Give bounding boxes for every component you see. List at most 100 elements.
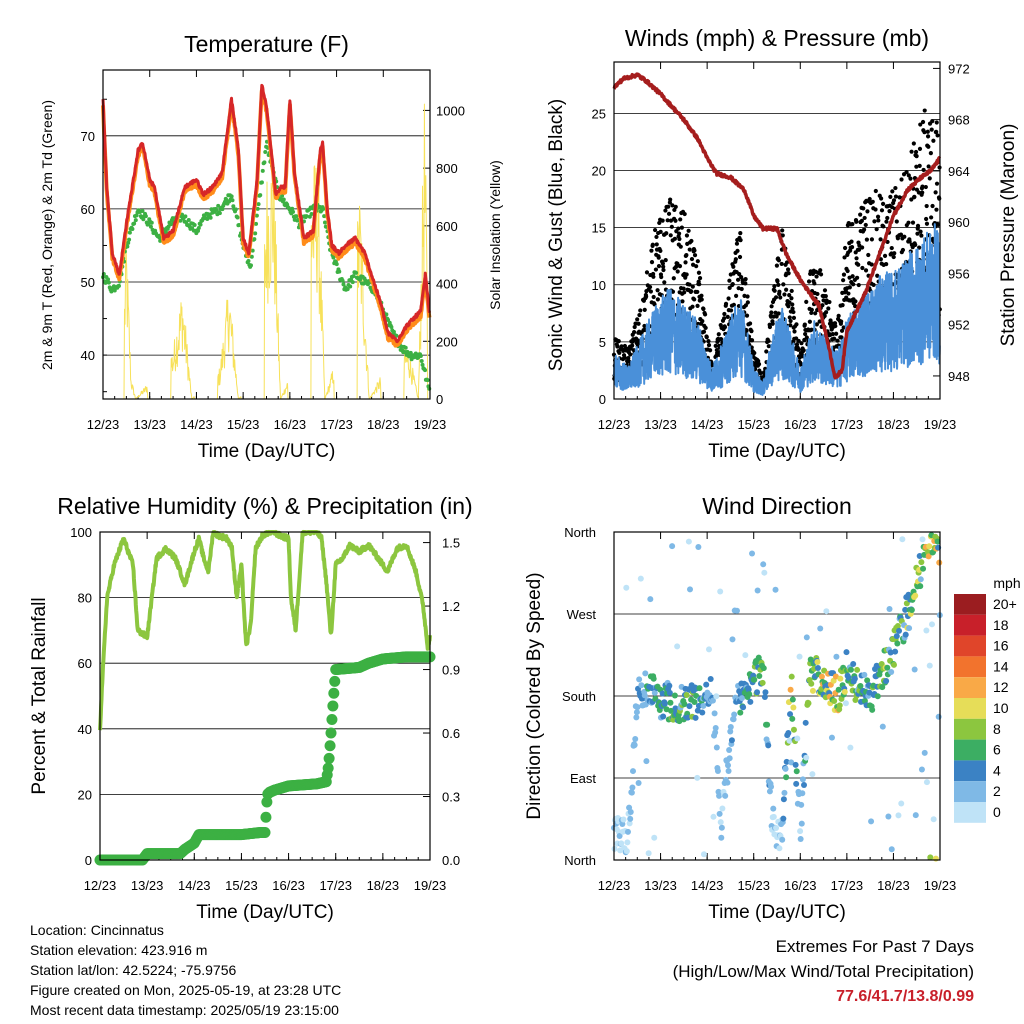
gust-point — [909, 149, 914, 154]
y-tick-label: North — [564, 525, 596, 540]
gust-point — [839, 328, 845, 333]
gust-point — [726, 296, 731, 301]
gust-point — [796, 338, 801, 344]
dewpoint-point — [192, 222, 197, 227]
gust-point — [928, 151, 933, 156]
direction-point — [765, 742, 772, 749]
direction-point — [912, 592, 919, 599]
legend-label: 18 — [993, 617, 1009, 633]
legend-label: 6 — [993, 742, 1001, 758]
gust-point — [815, 291, 820, 297]
gust-point — [731, 264, 736, 269]
gust-point — [912, 194, 917, 199]
legend-label: 2 — [993, 783, 1001, 799]
direction-point — [798, 820, 805, 827]
gust-point — [918, 229, 923, 234]
direction-point — [809, 771, 816, 778]
gust-point — [770, 321, 775, 326]
direction-point — [647, 596, 654, 603]
dewpoint-point — [351, 274, 356, 279]
y2-tick-label: 0.0 — [442, 853, 460, 868]
gust-point — [684, 233, 690, 238]
y-tick-label: West — [567, 607, 597, 622]
direction-point — [629, 784, 636, 791]
precip-point — [329, 675, 341, 687]
gust-point — [670, 289, 676, 294]
x-tick-label: 19/23 — [924, 417, 957, 432]
direction-point — [785, 730, 792, 737]
dewpoint-point — [109, 289, 114, 294]
direction-point — [742, 652, 749, 659]
direction-point — [906, 625, 913, 632]
direction-point — [633, 709, 640, 716]
gust-point — [727, 278, 732, 283]
dewpoint-point — [148, 224, 153, 229]
direction-point — [637, 575, 644, 582]
gust-point — [790, 306, 795, 311]
gust-point — [749, 329, 754, 334]
gust-point — [930, 203, 935, 209]
gust-point — [668, 233, 673, 238]
direction-point — [737, 709, 744, 716]
direction-point — [756, 672, 763, 679]
direction-point — [801, 782, 808, 789]
dewpoint-point — [256, 202, 261, 207]
direction-point — [808, 680, 815, 687]
dewpoint-point — [254, 213, 259, 218]
direction-point — [773, 825, 780, 832]
dewpoint-point — [254, 221, 259, 226]
gust-point — [787, 293, 792, 298]
y-tick-label: 40 — [81, 348, 95, 363]
gust-point — [654, 242, 659, 247]
gust-point — [907, 239, 912, 244]
dewpoint-point — [408, 350, 413, 355]
precip-point — [325, 727, 337, 739]
direction-point — [716, 810, 723, 817]
gust-point — [737, 272, 742, 277]
direction-point — [764, 721, 771, 728]
gust-point — [651, 274, 656, 279]
direction-point — [798, 801, 805, 808]
gust-point — [873, 188, 878, 194]
direction-point — [803, 634, 810, 641]
gust-point — [924, 216, 929, 222]
gust-point — [777, 289, 782, 294]
x-tick-label: 13/23 — [644, 417, 677, 432]
direction-point — [683, 692, 690, 699]
gust-point — [664, 231, 669, 236]
y2-tick-label: 968 — [948, 113, 970, 128]
gust-point — [813, 311, 818, 316]
gust-point — [728, 308, 734, 313]
gust-point — [784, 287, 789, 292]
gust-point — [687, 282, 692, 287]
dewpoint-point — [262, 160, 267, 165]
direction-point — [759, 679, 766, 686]
direction-point — [738, 695, 745, 702]
dewpoint-point — [423, 368, 428, 373]
gust-point — [692, 253, 698, 258]
gust-point — [897, 195, 902, 200]
gust-point — [689, 289, 694, 294]
x-tick-label: 16/23 — [272, 878, 305, 893]
gust-point — [743, 281, 748, 286]
gust-point — [875, 273, 880, 278]
dewpoint-point — [126, 240, 131, 245]
gust-point — [873, 207, 878, 212]
gust-point — [650, 242, 655, 247]
gust-point — [630, 343, 635, 348]
gust-point — [776, 311, 781, 316]
dewpoint-point — [164, 230, 169, 235]
gust-point — [745, 300, 750, 305]
gust-point — [866, 252, 871, 258]
gust-point — [841, 278, 846, 283]
dewpoint-point — [309, 211, 314, 216]
gust-point — [660, 261, 666, 266]
direction-point — [630, 768, 637, 775]
x-tick-label: 18/23 — [367, 417, 400, 432]
gust-point — [658, 229, 663, 234]
dewpoint-point — [127, 230, 132, 235]
direction-point — [890, 661, 897, 668]
gust-point — [826, 306, 831, 311]
gust-point — [775, 279, 780, 284]
gust-point — [662, 280, 667, 285]
